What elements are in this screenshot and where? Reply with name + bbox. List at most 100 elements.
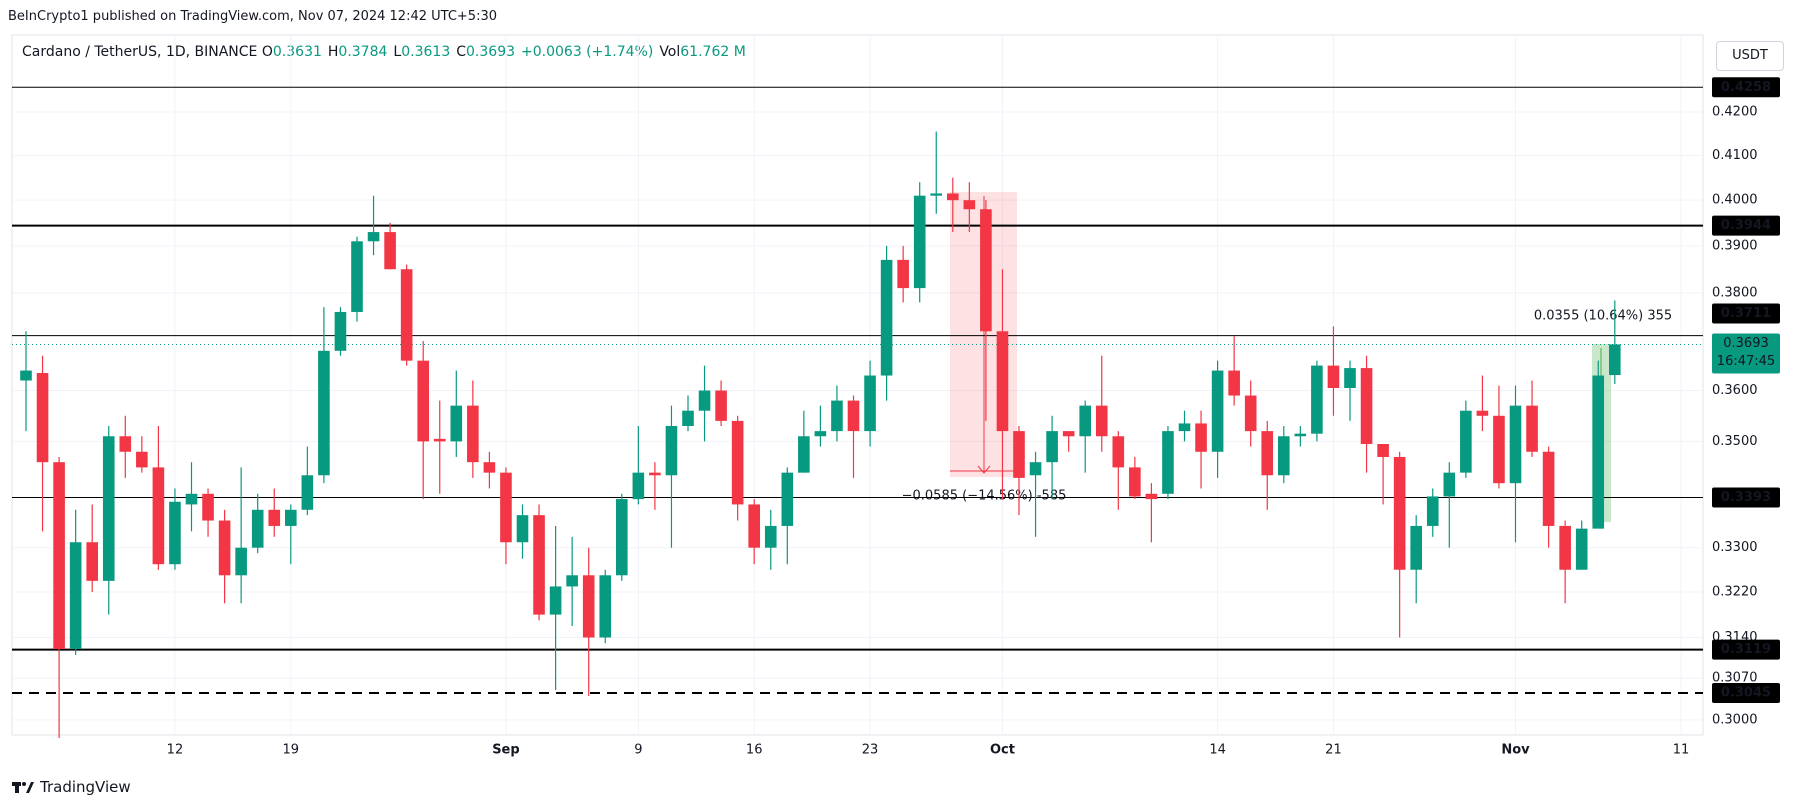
y-tick-label: 0.3140 — [1712, 630, 1758, 645]
volume-value: 61.762 M — [680, 44, 746, 60]
candle-body — [417, 360, 429, 442]
candle-body — [384, 232, 396, 270]
candle-body — [1377, 443, 1389, 457]
level-label: 0.3944 — [1721, 218, 1771, 233]
candle-body — [1426, 496, 1439, 526]
candle-body — [251, 509, 264, 548]
candle-body — [682, 410, 694, 426]
symbol: Cardano / TetherUS, 1D, BINANCE — [22, 44, 258, 60]
candle-body — [235, 547, 247, 576]
candle-body — [731, 420, 744, 505]
candle-body — [169, 501, 181, 565]
level-label-box — [1712, 487, 1780, 508]
range-label: −0.0585 (−14.56%) -585 — [902, 489, 1067, 504]
candle-body — [53, 462, 65, 650]
level-label: 0.3711 — [1721, 306, 1771, 321]
published-note: BeInCrypto1 published on TradingView.com… — [8, 9, 497, 24]
x-tick-label: 19 — [283, 743, 300, 758]
level-label-box — [1712, 303, 1780, 324]
candle-body — [36, 373, 49, 463]
candle-body — [665, 425, 678, 476]
candle-body — [119, 436, 132, 452]
candle-body — [1360, 368, 1373, 444]
candle-body — [1145, 493, 1158, 500]
candle-body — [334, 311, 347, 351]
candle-body — [566, 575, 578, 587]
candle-body — [880, 259, 893, 376]
candle-body — [1046, 431, 1058, 463]
candle-body — [1509, 405, 1522, 484]
x-tick-label: 16 — [746, 743, 763, 758]
candle-body — [1013, 431, 1025, 478]
x-tick-label: 9 — [634, 743, 642, 758]
candle-body — [1195, 423, 1207, 452]
brand: TradingView — [12, 778, 131, 796]
candle-body — [202, 493, 214, 521]
candle-body — [433, 438, 446, 442]
range-box — [1592, 344, 1611, 522]
candle-body — [483, 462, 496, 473]
x-tick-label: 21 — [1325, 743, 1342, 758]
y-tick-label: 0.3000 — [1712, 712, 1758, 727]
currency-button[interactable]: USDT — [1716, 41, 1784, 71]
candle-body — [318, 350, 330, 476]
candle-body — [1261, 431, 1274, 476]
y-tick-label: 0.4100 — [1712, 148, 1758, 163]
candle-body — [1311, 365, 1323, 434]
candle-body — [285, 509, 297, 526]
level-label-box — [1712, 77, 1780, 98]
candle-body — [814, 431, 827, 437]
x-tick-label: 11 — [1673, 743, 1690, 758]
candle-body — [1592, 375, 1605, 529]
candle-body — [1542, 451, 1555, 526]
candle-body — [69, 542, 82, 650]
candle-body — [86, 542, 98, 581]
candle-body — [152, 467, 165, 565]
level-label-box — [1712, 215, 1780, 236]
candle-body — [1526, 405, 1538, 452]
candle-body — [301, 475, 314, 510]
candle-body — [218, 520, 231, 576]
candle-body — [1244, 395, 1257, 432]
y-tick-label: 0.4200 — [1712, 105, 1758, 120]
candle-body — [1178, 423, 1191, 432]
candle-body — [1162, 431, 1174, 494]
candle-body — [20, 370, 32, 381]
ohlc-key: O — [261, 44, 273, 60]
candle-body — [1393, 456, 1406, 570]
candle-body — [1062, 431, 1075, 437]
candle-body — [897, 259, 909, 289]
candle-body — [1029, 462, 1042, 476]
candle-body — [1228, 370, 1240, 396]
x-tick-label: Sep — [492, 743, 520, 758]
candle-body — [980, 209, 992, 332]
candle-body — [1294, 433, 1307, 437]
candle-body — [1609, 344, 1621, 376]
candle-body — [400, 269, 413, 361]
level-label: 0.3119 — [1721, 642, 1771, 657]
brand-name: TradingView — [40, 778, 131, 796]
x-tick-label: Oct — [990, 743, 1015, 758]
candle-body — [1079, 405, 1091, 437]
ohlc-value: 0.3613 — [401, 44, 451, 60]
candle-body — [996, 331, 1009, 432]
candle-body — [268, 509, 281, 526]
level-label: 0.3393 — [1721, 490, 1771, 505]
ohlc-key: H — [327, 44, 339, 60]
candle-body — [632, 472, 645, 500]
x-tick-label: Nov — [1501, 743, 1530, 758]
candle-body — [798, 436, 810, 473]
candle-body — [847, 400, 860, 432]
candle-body — [549, 586, 562, 615]
brand-icon — [12, 782, 34, 793]
ohlc-value: 0.3631 — [272, 44, 322, 60]
candle-body — [947, 193, 959, 201]
legend: Cardano / TetherUS, 1D, BINANCE O0.3631 H… — [22, 44, 752, 60]
candle-body — [185, 493, 198, 505]
candle-body — [1278, 436, 1290, 476]
candle-body — [698, 390, 711, 411]
candle-body — [367, 232, 380, 242]
candle-body — [500, 472, 512, 543]
